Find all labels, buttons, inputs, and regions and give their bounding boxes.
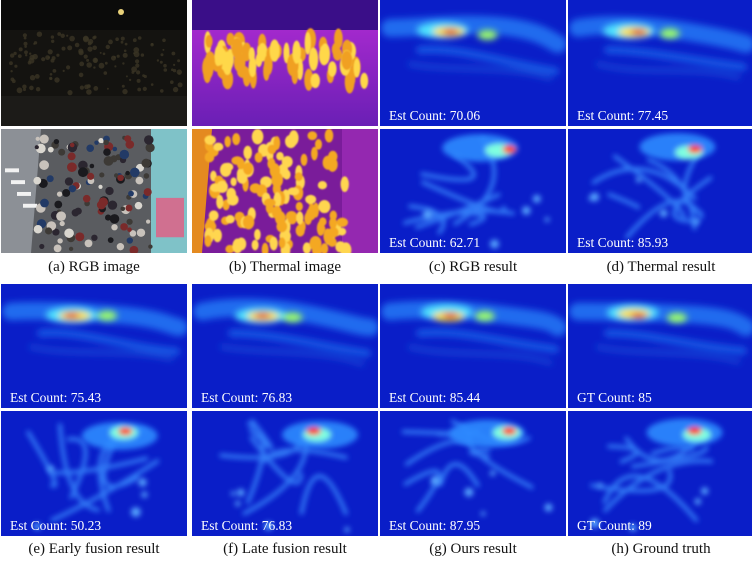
panel-image [192,0,378,126]
panel-g-bottom: Est Count: 87.95 [380,411,566,536]
count-label: Est Count: 85.93 [577,234,669,250]
caption-b: (b) Thermal image [228,259,342,275]
caption-a: (a) RGB image [48,259,140,275]
panel-image [380,284,566,408]
panel-image [192,129,378,253]
count-label: Est Count: 62.71 [389,234,481,250]
panel-image [1,0,187,126]
panel-a-bottom [1,129,187,253]
count-label: Est Count: 75.43 [10,389,102,405]
count-label: Est Count: 87.95 [389,517,481,533]
panel-image [192,284,378,408]
caption-c: (c) RGB result [428,259,518,275]
panel-image [1,411,187,536]
panel-image [568,129,752,253]
panel-image [1,129,187,253]
panel-b-top [192,0,378,126]
count-label: Est Count: 50.23 [10,517,102,533]
panel-image [380,129,566,253]
panel-e-bottom: Est Count: 50.23 [1,411,187,536]
caption-g: (g) Ours result [429,541,517,557]
caption-d: (d) Thermal result [606,259,716,275]
panel-b-bottom [192,129,378,253]
panel-e-top: Est Count: 75.43 [1,284,187,408]
count-label: Est Count: 70.06 [389,107,481,123]
count-label: GT Count: 89 [577,517,652,533]
panel-image [380,411,566,536]
count-label: Est Count: 76.83 [201,517,293,533]
panel-f-top: Est Count: 76.83 [192,284,378,408]
panel-image [1,284,187,408]
panel-d-top: Est Count: 77.45 [568,0,752,126]
caption-h: (h) Ground truth [611,541,711,557]
panel-image [192,411,378,536]
panel-h-top: GT Count: 85 [568,284,752,408]
panel-c-top: Est Count: 70.06 [380,0,566,126]
panel-image [568,0,752,126]
count-label: Est Count: 76.83 [201,389,293,405]
panel-f-bottom: Est Count: 76.83 [192,411,378,536]
panel-c-bottom: Est Count: 62.71 [380,129,566,253]
panel-g-top: Est Count: 85.44 [380,284,566,408]
panel-a-top [1,0,187,126]
caption-f: (f) Late fusion result [223,541,347,557]
count-label: GT Count: 85 [577,389,652,405]
count-label: Est Count: 85.44 [389,389,481,405]
panel-image [380,0,566,126]
caption-e: (e) Early fusion result [28,541,160,557]
panel-h-bottom: GT Count: 89 [568,411,752,536]
panel-image [568,411,752,536]
panel-image [568,284,752,408]
panel-d-bottom: Est Count: 85.93 [568,129,752,253]
count-label: Est Count: 77.45 [577,107,669,123]
